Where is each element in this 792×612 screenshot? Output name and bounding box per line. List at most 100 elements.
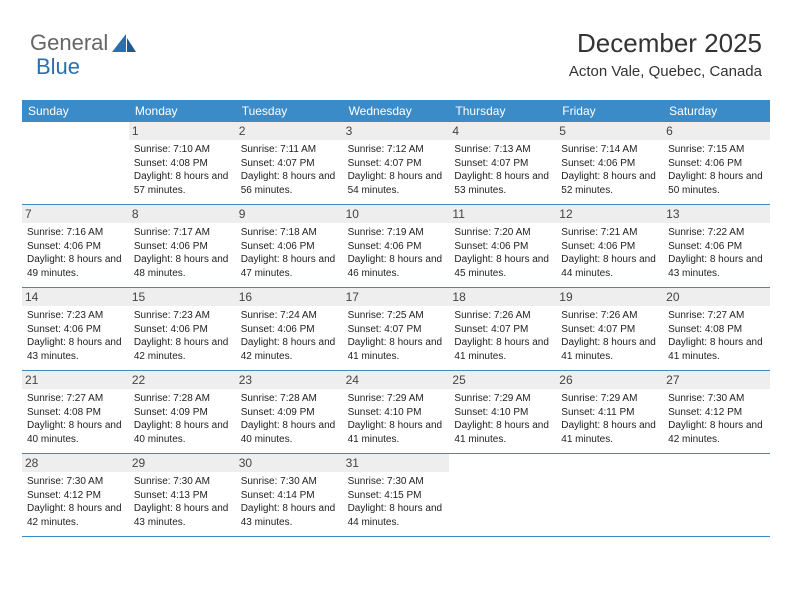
sunrise-text: Sunrise: 7:21 AM — [561, 226, 658, 240]
sunset-text: Sunset: 4:07 PM — [454, 157, 551, 171]
day-info: Sunrise: 7:15 AMSunset: 4:06 PMDaylight:… — [668, 143, 765, 197]
calendar-cell: 6 Sunrise: 7:15 AMSunset: 4:06 PMDaylight… — [663, 122, 770, 204]
day-number: 31 — [343, 454, 450, 472]
sunset-text: Sunset: 4:13 PM — [134, 489, 231, 503]
day-number: 18 — [449, 288, 556, 306]
week-row: 7Sunrise: 7:16 AMSunset: 4:06 PMDaylight… — [22, 205, 770, 288]
day-header: Sunday — [22, 100, 129, 122]
day-info: Sunrise: 7:20 AMSunset: 4:06 PMDaylight:… — [454, 226, 551, 280]
day-info: Sunrise: 7:23 AMSunset: 4:06 PMDaylight:… — [27, 309, 124, 363]
sunset-text: Sunset: 4:15 PM — [348, 489, 445, 503]
calendar-cell: 17 Sunrise: 7:25 AMSunset: 4:07 PMDayligh… — [343, 288, 450, 370]
sunrise-text: Sunrise: 7:12 AM — [348, 143, 445, 157]
day-number: 8 — [129, 205, 236, 223]
sunset-text: Sunset: 4:06 PM — [241, 240, 338, 254]
logo-text-blue: Blue — [36, 54, 80, 79]
calendar-cell: 1 Sunrise: 7:10 AMSunset: 4:08 PMDaylight… — [129, 122, 236, 204]
sunrise-text: Sunrise: 7:24 AM — [241, 309, 338, 323]
sunset-text: Sunset: 4:07 PM — [348, 323, 445, 337]
sunset-text: Sunset: 4:06 PM — [134, 323, 231, 337]
daylight-text: Daylight: 8 hours and 41 minutes. — [561, 419, 658, 446]
sunrise-text: Sunrise: 7:29 AM — [454, 392, 551, 406]
day-info: Sunrise: 7:16 AMSunset: 4:06 PMDaylight:… — [27, 226, 124, 280]
sunset-text: Sunset: 4:06 PM — [668, 157, 765, 171]
day-info: Sunrise: 7:25 AMSunset: 4:07 PMDaylight:… — [348, 309, 445, 363]
sunset-text: Sunset: 4:10 PM — [348, 406, 445, 420]
day-number: 24 — [343, 371, 450, 389]
sunrise-text: Sunrise: 7:26 AM — [561, 309, 658, 323]
day-info: Sunrise: 7:22 AMSunset: 4:06 PMDaylight:… — [668, 226, 765, 280]
daylight-text: Daylight: 8 hours and 42 minutes. — [668, 419, 765, 446]
sunrise-text: Sunrise: 7:30 AM — [668, 392, 765, 406]
calendar-cell: 30Sunrise: 7:30 AMSunset: 4:14 PMDayligh… — [236, 454, 343, 536]
calendar-cell: 21Sunrise: 7:27 AMSunset: 4:08 PMDayligh… — [22, 371, 129, 453]
daylight-text: Daylight: 8 hours and 45 minutes. — [454, 253, 551, 280]
day-info: Sunrise: 7:23 AMSunset: 4:06 PMDaylight:… — [134, 309, 231, 363]
daylight-text: Daylight: 8 hours and 44 minutes. — [348, 502, 445, 529]
sunset-text: Sunset: 4:07 PM — [241, 157, 338, 171]
day-number: 29 — [129, 454, 236, 472]
daylight-text: Daylight: 8 hours and 41 minutes. — [668, 336, 765, 363]
calendar-cell: 10Sunrise: 7:19 AMSunset: 4:06 PMDayligh… — [343, 205, 450, 287]
sunrise-text: Sunrise: 7:11 AM — [241, 143, 338, 157]
sunset-text: Sunset: 4:12 PM — [668, 406, 765, 420]
day-number: 16 — [236, 288, 343, 306]
daylight-text: Daylight: 8 hours and 41 minutes. — [454, 419, 551, 446]
day-header-row: Sunday Monday Tuesday Wednesday Thursday… — [22, 100, 770, 122]
day-number: 3 — [343, 122, 450, 140]
calendar-cell: 18 Sunrise: 7:26 AMSunset: 4:07 PMDayligh… — [449, 288, 556, 370]
day-number: 13 — [663, 205, 770, 223]
calendar-cell: 29Sunrise: 7:30 AMSunset: 4:13 PMDayligh… — [129, 454, 236, 536]
daylight-text: Daylight: 8 hours and 57 minutes. — [134, 170, 231, 197]
day-number: 26 — [556, 371, 663, 389]
calendar-cell: 4Sunrise: 7:13 AMSunset: 4:07 PMDaylight… — [449, 122, 556, 204]
week-row: 21Sunrise: 7:27 AMSunset: 4:08 PMDayligh… — [22, 371, 770, 454]
calendar-cell: 28Sunrise: 7:30 AMSunset: 4:12 PMDayligh… — [22, 454, 129, 536]
day-info: Sunrise: 7:29 AMSunset: 4:10 PMDaylight:… — [348, 392, 445, 446]
logo: General — [30, 30, 136, 56]
calendar-cell: 11Sunrise: 7:20 AMSunset: 4:06 PMDayligh… — [449, 205, 556, 287]
sunset-text: Sunset: 4:06 PM — [134, 240, 231, 254]
sunrise-text: Sunrise: 7:13 AM — [454, 143, 551, 157]
sunset-text: Sunset: 4:06 PM — [561, 240, 658, 254]
calendar-cell: 9Sunrise: 7:18 AMSunset: 4:06 PMDaylight… — [236, 205, 343, 287]
sunrise-text: Sunrise: 7:29 AM — [561, 392, 658, 406]
sunset-text: Sunset: 4:14 PM — [241, 489, 338, 503]
day-number: 17 — [343, 288, 450, 306]
sunrise-text: Sunrise: 7:26 AM — [454, 309, 551, 323]
header: December 2025 Acton Vale, Quebec, Canada — [569, 28, 762, 80]
sunset-text: Sunset: 4:12 PM — [27, 489, 124, 503]
calendar-cell — [663, 454, 770, 536]
sunrise-text: Sunrise: 7:10 AM — [134, 143, 231, 157]
daylight-text: Daylight: 8 hours and 40 minutes. — [134, 419, 231, 446]
day-number: 6 — [663, 122, 770, 140]
calendar-cell: 7Sunrise: 7:16 AMSunset: 4:06 PMDaylight… — [22, 205, 129, 287]
day-info: Sunrise: 7:26 AMSunset: 4:07 PMDaylight:… — [454, 309, 551, 363]
week-row: 14Sunrise: 7:23 AMSunset: 4:06 PMDayligh… — [22, 288, 770, 371]
sunrise-text: Sunrise: 7:19 AM — [348, 226, 445, 240]
sunrise-text: Sunrise: 7:30 AM — [134, 475, 231, 489]
daylight-text: Daylight: 8 hours and 41 minutes. — [454, 336, 551, 363]
sunset-text: Sunset: 4:09 PM — [134, 406, 231, 420]
calendar-cell: 14Sunrise: 7:23 AMSunset: 4:06 PMDayligh… — [22, 288, 129, 370]
day-info: Sunrise: 7:18 AMSunset: 4:06 PMDaylight:… — [241, 226, 338, 280]
daylight-text: Daylight: 8 hours and 53 minutes. — [454, 170, 551, 197]
daylight-text: Daylight: 8 hours and 42 minutes. — [27, 502, 124, 529]
calendar-cell: 25Sunrise: 7:29 AMSunset: 4:10 PMDayligh… — [449, 371, 556, 453]
daylight-text: Daylight: 8 hours and 54 minutes. — [348, 170, 445, 197]
calendar-cell — [556, 454, 663, 536]
sunrise-text: Sunrise: 7:18 AM — [241, 226, 338, 240]
day-info: Sunrise: 7:26 AMSunset: 4:07 PMDaylight:… — [561, 309, 658, 363]
calendar-cell: 20Sunrise: 7:27 AMSunset: 4:08 PMDayligh… — [663, 288, 770, 370]
sunset-text: Sunset: 4:09 PM — [241, 406, 338, 420]
sunrise-text: Sunrise: 7:17 AM — [134, 226, 231, 240]
day-number: 2 — [236, 122, 343, 140]
day-info: Sunrise: 7:30 AMSunset: 4:15 PMDaylight:… — [348, 475, 445, 529]
sunset-text: Sunset: 4:06 PM — [27, 240, 124, 254]
sunrise-text: Sunrise: 7:25 AM — [348, 309, 445, 323]
sunrise-text: Sunrise: 7:28 AM — [134, 392, 231, 406]
day-number: 1 — [129, 122, 236, 140]
day-header: Friday — [556, 100, 663, 122]
day-info: Sunrise: 7:10 AMSunset: 4:08 PMDaylight:… — [134, 143, 231, 197]
day-number: 15 — [129, 288, 236, 306]
